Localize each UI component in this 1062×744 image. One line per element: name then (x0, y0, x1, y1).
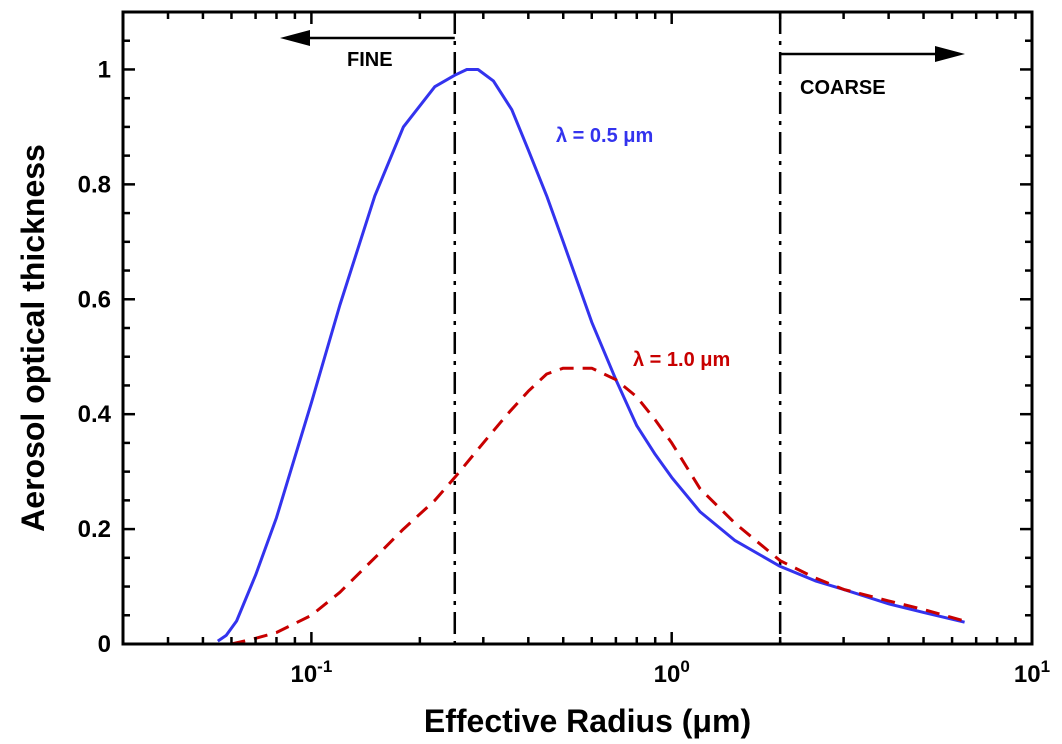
x-tick-labels: 10-1 100 101 (290, 657, 1050, 688)
x-tick-exponent: 0 (680, 657, 689, 676)
x-axis-title: Effective Radius (μm) (424, 703, 751, 739)
x-tick-base: 10 (1014, 661, 1041, 688)
y-tick-label: 0.8 (78, 171, 111, 198)
y-tick-label: 0.4 (78, 401, 112, 428)
x-tick-base: 10 (290, 661, 317, 688)
axis-ticks (121, 10, 1034, 646)
coarse-label: COARSE (800, 77, 886, 99)
fine-arrowhead (280, 30, 310, 46)
plot-frame (121, 10, 1034, 646)
y-tick-label: 0 (98, 631, 111, 658)
y-tick-label: 0.2 (78, 516, 111, 543)
series-label-0-5um: λ = 0.5 μm (556, 125, 653, 147)
fine-label: FINE (347, 49, 393, 71)
series-label-1-0um: λ = 1.0 μm (633, 349, 730, 371)
x-tick-exponent: 1 (1041, 657, 1050, 676)
series-line (231, 366, 966, 646)
annotations: FINE COARSE λ = 0.5 μm λ = 1.0 μm (280, 30, 965, 371)
chart-lines (216, 12, 966, 646)
x-tick-exponent: -1 (317, 657, 332, 676)
x-tick-label: 101 (1014, 657, 1050, 688)
y-tick-labels: 0 0.2 0.4 0.6 0.8 1 (78, 56, 112, 658)
x-tick-base: 10 (654, 661, 681, 688)
coarse-arrowhead (935, 46, 965, 62)
y-axis-title: Aerosol optical thickness (15, 144, 51, 532)
y-tick-label: 0.6 (78, 286, 111, 313)
x-tick-label: 10-1 (290, 657, 332, 688)
y-tick-label: 1 (98, 56, 111, 83)
series-line (216, 68, 965, 643)
x-tick-label: 100 (654, 657, 690, 688)
